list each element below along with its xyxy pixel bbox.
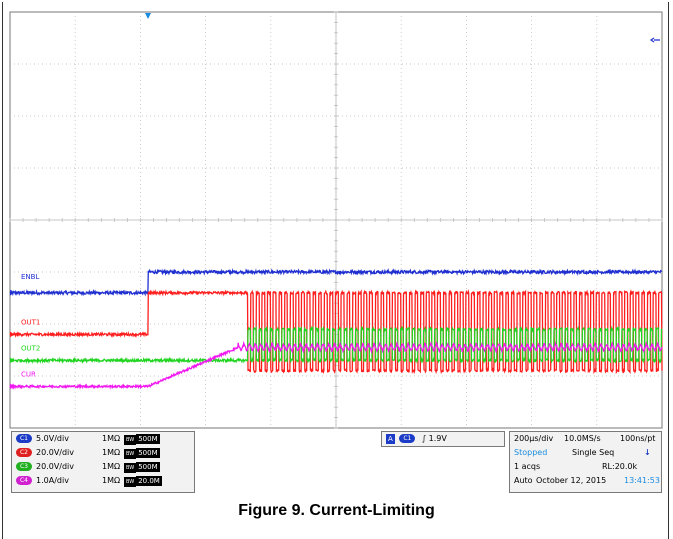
channel-bandwidth: 500M [136, 462, 160, 472]
channel-bandwidth: 20.0M [136, 476, 162, 486]
channel-row-c1: C1 5.0V/div 1MΩ BW 500M [16, 432, 160, 446]
channel-row-c4: C4 1.0A/div 1MΩ BW 20.0M [16, 474, 162, 488]
figure-caption: Figure 9. Current-Limiting [238, 502, 435, 519]
acquisition-panel: 200µs/div 10.0MS/s 100ns/pt Stopped Sing… [509, 431, 662, 493]
trace-cur [9, 340, 663, 390]
traces [9, 268, 663, 390]
trace-out2 [9, 325, 663, 365]
channel-impedance: 1MΩ [102, 476, 121, 485]
resolution: 100ns/pt [620, 434, 656, 443]
timebase: 200µs/div [514, 434, 554, 443]
capture-time: 13:41:53 [624, 476, 660, 485]
trigger-slope-icon: ∫ [421, 434, 427, 443]
ground-marker-out1 [10, 331, 14, 338]
ground-marker-enbl [10, 289, 14, 296]
markers [145, 13, 660, 43]
bandwidth-limit-tag: BW [124, 477, 137, 487]
channel-badge: C3 [16, 462, 32, 471]
capture-date: October 12, 2015 [536, 476, 607, 485]
record-length: RL:20.0k [602, 462, 638, 471]
ground-marker-cur [10, 383, 14, 390]
acquisition-count: 1 acqs [514, 462, 541, 471]
trigger-position-marker [145, 13, 151, 19]
ground-marker-out2 [10, 357, 14, 364]
channel-impedance: 1MΩ [102, 462, 121, 471]
label-cur: CUR [21, 370, 36, 378]
channel-badge: C1 [16, 434, 32, 443]
label-out1: OUT1 [21, 318, 40, 326]
trace-out1 [9, 288, 663, 375]
channel-bandwidth: 500M [136, 448, 160, 458]
channel-badge: C4 [16, 476, 32, 485]
label-enbl: ENBL [21, 273, 39, 281]
channel-scale: 5.0V/div [36, 434, 69, 443]
channel-labels: ENBL OUT1 OUT2 CUR [10, 273, 40, 390]
single-seq-icon: ↓ [644, 448, 651, 457]
channel-scale: 20.0V/div [36, 448, 75, 457]
bandwidth-limit-tag: BW [124, 463, 137, 473]
channel-badge: C2 [16, 448, 32, 457]
trigger-auto: Auto [514, 476, 533, 485]
channel-impedance: 1MΩ [102, 434, 121, 443]
trace-enbl [9, 268, 663, 297]
trigger-level-arrow [649, 37, 660, 43]
trigger-source-badge: C1 [399, 434, 416, 443]
channel-row-c2: C2 20.0V/div 1MΩ BW 500M [16, 446, 160, 460]
channel-impedance: 1MΩ [102, 448, 121, 457]
trigger-panel: A C1 ∫ 1.9V [381, 431, 505, 447]
bandwidth-limit-tag: BW [124, 435, 137, 445]
acquisition-state: Stopped [514, 448, 548, 457]
channel-bandwidth: 500M [136, 434, 160, 444]
channel-row-c3: C3 20.0V/div 1MΩ BW 500M [16, 460, 160, 474]
channel-scale: 20.0V/div [36, 462, 75, 471]
trigger-mode-badge: A [386, 434, 395, 444]
bandwidth-limit-tag: BW [124, 449, 137, 459]
trigger-level: 1.9V [428, 434, 447, 443]
label-out2: OUT2 [21, 344, 40, 352]
channel-settings-panel: C1 5.0V/div 1MΩ BW 500M C2 20.0V/div 1MΩ BW 500M C… [11, 431, 195, 493]
sequence-mode: Single Seq [572, 448, 615, 457]
sample-rate: 10.0MS/s [564, 434, 601, 443]
channel-scale: 1.0A/div [36, 476, 69, 485]
